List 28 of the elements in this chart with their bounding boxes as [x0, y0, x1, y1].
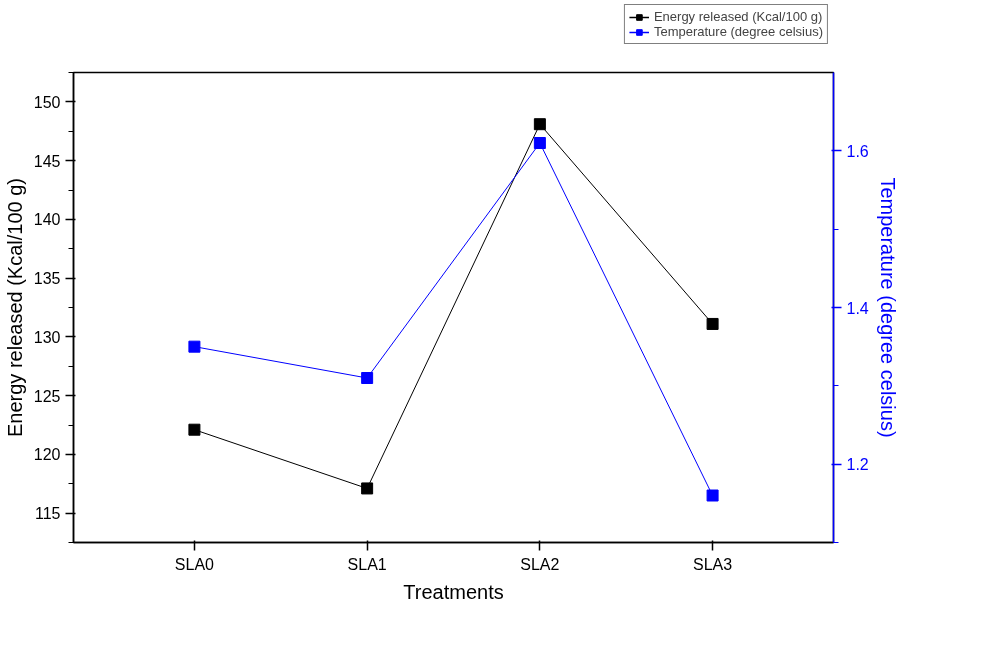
legend-label: Energy released (Kcal/100 g) [653, 9, 823, 24]
y-tick-label: 115 [34, 505, 61, 523]
y2-tick-label: 1.4 [846, 299, 869, 317]
y-tick-label: 140 [33, 211, 61, 229]
point [706, 489, 719, 502]
y-axis-title: Energy released (Kcal/100 g) [3, 177, 26, 438]
x-tick-label: SLA2 [520, 555, 560, 573]
y-tick-label: 130 [33, 328, 61, 346]
point [188, 340, 201, 353]
y2-axis-title: Temperature (degree celsius) [876, 177, 899, 438]
x-tick-label: SLA1 [347, 555, 387, 573]
y-tick-label: 150 [33, 93, 61, 111]
x-axis-title: Treatments [403, 580, 504, 603]
point [361, 372, 374, 384]
y2-tick-label: 1.2 [846, 456, 869, 474]
y-tick-label: 120 [33, 446, 61, 464]
x-tick-label: SLA0 [174, 555, 215, 573]
point [361, 482, 374, 495]
y-tick-label: 135 [33, 270, 61, 288]
point [533, 137, 546, 149]
y-tick-label: 125 [33, 387, 61, 405]
point [706, 317, 719, 330]
point [533, 118, 546, 131]
y2-tick-label: 1.6 [846, 142, 869, 160]
point [188, 423, 201, 436]
y-tick-label: 145 [33, 152, 61, 170]
legend-label: Temperature (degree celsius) [653, 24, 823, 39]
x-tick-label: SLA3 [693, 555, 733, 573]
